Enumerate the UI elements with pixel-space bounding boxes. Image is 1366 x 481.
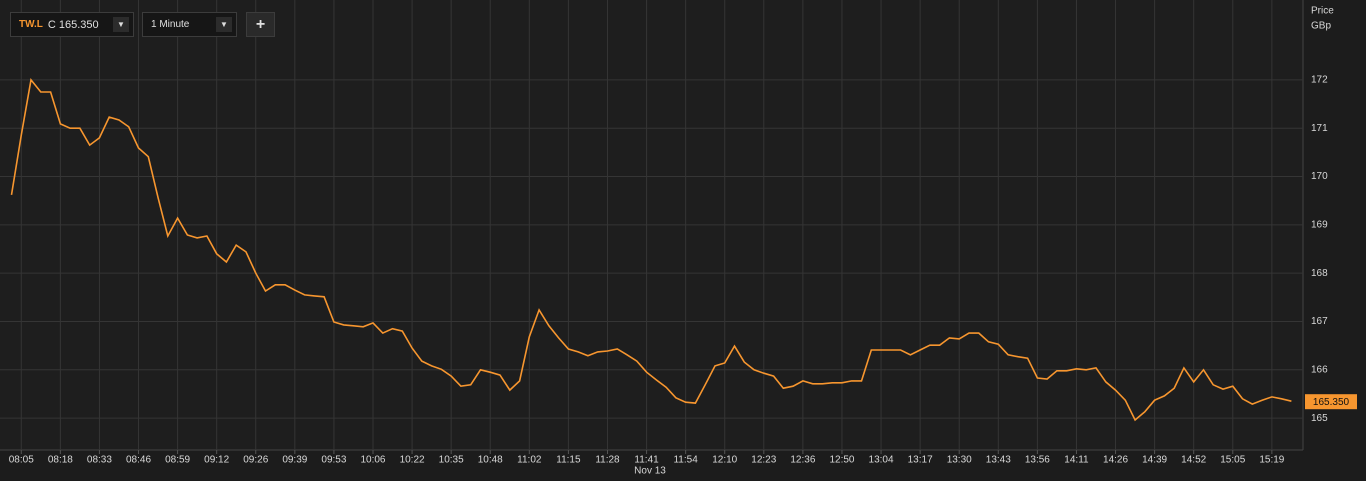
x-tick-label: 11:54 [673, 455, 698, 466]
price-line [10, 78, 1292, 422]
y-axis-label: Price [1311, 6, 1334, 17]
x-tick-label: 14:52 [1181, 455, 1206, 466]
y-tick-label: 168 [1311, 268, 1328, 279]
x-tick-label: 09:53 [321, 455, 346, 466]
symbol: TW.L [19, 19, 43, 30]
quote: C 165.350 [47, 18, 99, 31]
date-label: Nov 13 [634, 466, 666, 477]
x-tick-label: 08:46 [126, 455, 151, 466]
x-tick-label: 12:23 [751, 455, 776, 466]
y-tick-label: 165 [1311, 413, 1328, 424]
y-tick-label: 167 [1311, 316, 1328, 327]
x-tick-label: 11:15 [556, 455, 581, 466]
dropdown-arrow[interactable]: ▼ [216, 17, 232, 32]
x-tick-label: 15:05 [1220, 455, 1245, 466]
x-tick-label: 11:41 [634, 455, 659, 466]
x-tick-label: 11:28 [595, 455, 620, 466]
y-axis-unit: GBp [1311, 21, 1331, 32]
x-tick-label: 10:06 [360, 455, 385, 466]
x-tick-label: 14:26 [1103, 455, 1128, 466]
x-tick-label: 09:12 [204, 455, 229, 466]
x-tick-label: 08:05 [9, 455, 34, 466]
dropdown-arrow[interactable]: ▼ [113, 17, 129, 32]
x-tick-label: 13:56 [1025, 455, 1050, 466]
y-tick-label: 172 [1311, 75, 1328, 86]
interval: 1 Minute [151, 19, 190, 30]
interval-box[interactable]: 1 Minute ▼ [142, 12, 237, 37]
x-tick-label: 10:22 [400, 455, 425, 466]
y-tick-label: 171 [1311, 123, 1328, 134]
last-price-box [1305, 394, 1357, 410]
y-tick-label: 166 [1311, 364, 1328, 375]
x-tick-label: 08:33 [87, 455, 112, 466]
x-tick-label: 13:43 [986, 455, 1011, 466]
x-tick-label: 15:19 [1259, 455, 1284, 466]
x-tick-label: 13:30 [947, 455, 972, 466]
x-tick-label: 10:48 [478, 455, 503, 466]
x-tick-label: 09:26 [243, 455, 268, 466]
symbol-box[interactable]: TW.L C 165.350 ▼ [10, 12, 134, 37]
last-price-label: 165.350 [1313, 397, 1350, 408]
x-tick-label: 13:17 [908, 455, 933, 466]
x-tick-label: 08:59 [165, 455, 190, 466]
add-button[interactable]: + [246, 12, 275, 37]
x-tick-label: 14:39 [1142, 455, 1167, 466]
x-tick-label: 09:39 [282, 455, 307, 466]
y-tick-label: 170 [1311, 171, 1328, 182]
x-tick-label: 13:04 [869, 455, 894, 466]
x-tick-label: 14:11 [1064, 455, 1089, 466]
x-tick-label: 11:02 [517, 455, 542, 466]
x-tick-label: 10:35 [439, 455, 464, 466]
x-tick-label: 12:10 [712, 455, 737, 466]
x-tick-label: 12:50 [829, 455, 854, 466]
x-tick-label: 12:36 [790, 455, 815, 466]
x-tick-label: 08:18 [48, 455, 73, 466]
y-tick-label: 169 [1311, 219, 1328, 230]
